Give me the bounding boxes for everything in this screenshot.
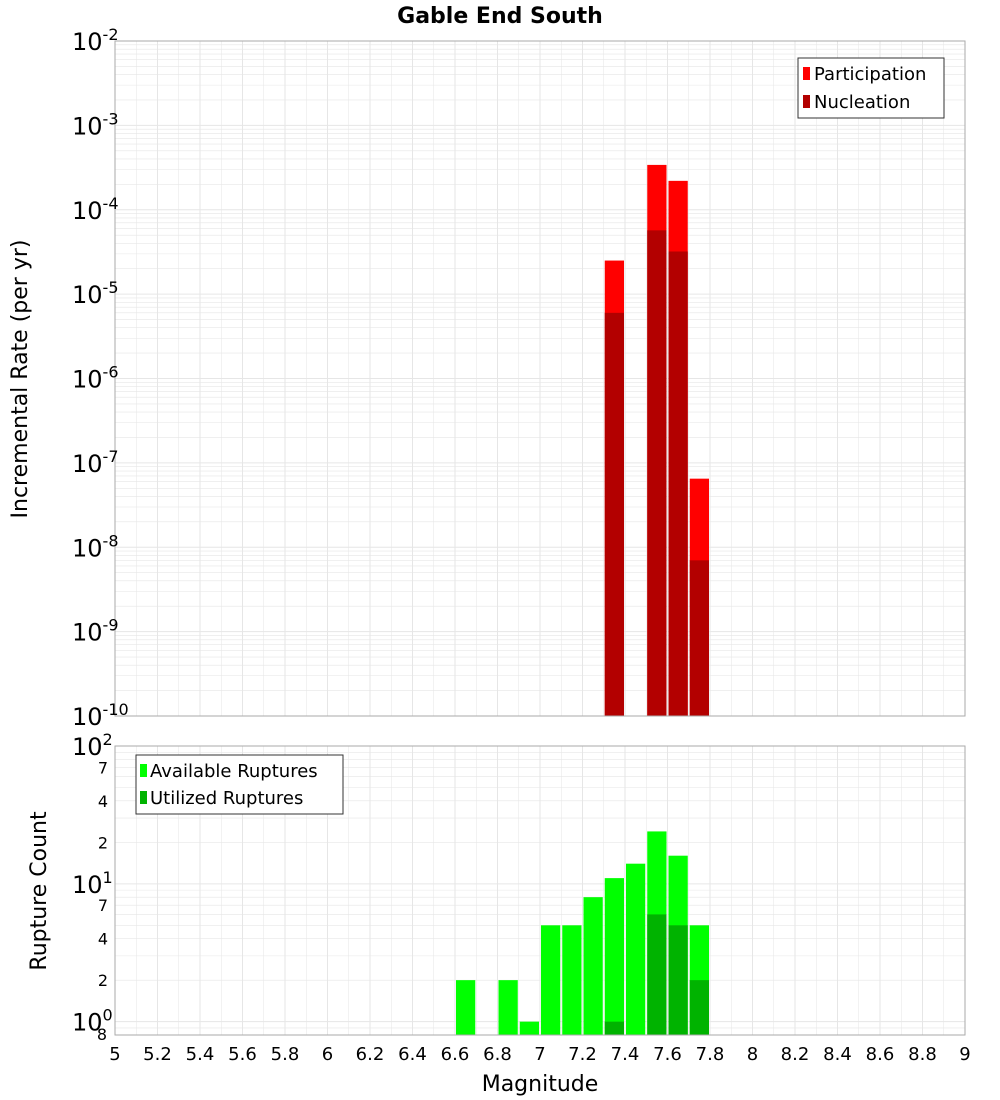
magnitude-x-axis-ticks: 5 5.2 5.4 5.6 5.8 6 6.2 6.4 6.6 6.8 7 7.2 7.4 7.6 7.8 8… — [109, 1044, 970, 1065]
magnitude-tick-label: 6 — [322, 1044, 333, 1065]
count-y-minor-label: 8 — [97, 1025, 107, 1044]
magnitude-tick-label: 6.8 — [483, 1044, 512, 1065]
available-ruptures-bar — [626, 863, 646, 1035]
magnitude-tick-label: 7.2 — [568, 1044, 597, 1065]
count-y-minor-label: 4 — [98, 930, 108, 949]
available-ruptures-bar — [562, 925, 582, 1035]
magnitude-tick-label: 6.4 — [398, 1044, 427, 1065]
nucleation-bar — [647, 230, 667, 716]
count-legend: Available Ruptures Utilized Ruptures — [135, 754, 344, 815]
chart-title: Gable End South — [397, 4, 603, 29]
rate-y-tick-label: 10-9 — [72, 616, 119, 647]
rate-y-axis-title: Incremental Rate (per yr) — [8, 240, 33, 519]
magnitude-tick-label: 5 — [109, 1044, 120, 1065]
available-ruptures-bar — [498, 980, 518, 1035]
magnitude-tick-label: 5.8 — [271, 1044, 300, 1065]
utilized-ruptures-bar — [604, 1021, 624, 1035]
count-y-minor-label: 7 — [98, 758, 108, 777]
rate-y-tick-label: 10-3 — [72, 109, 119, 140]
magnitude-tick-label: 8.2 — [781, 1044, 810, 1065]
count-bars — [456, 831, 709, 1035]
utilized-ruptures-bar — [647, 914, 667, 1035]
rate-y-tick-label: 10-5 — [72, 278, 119, 309]
magnitude-tick-label: 7.6 — [653, 1044, 682, 1065]
rate-y-tick-label: 10-4 — [72, 194, 119, 225]
nucleation-legend-swatch — [803, 95, 810, 108]
rate-y-tick-label: 10-8 — [72, 531, 119, 562]
count-y-axis-title: Rupture Count — [27, 811, 52, 971]
rate-bars — [604, 164, 709, 716]
available-ruptures-bar — [519, 1021, 539, 1035]
magnitude-tick-label: 7.4 — [611, 1044, 640, 1065]
rate-y-tick-label: 10-2 — [72, 25, 119, 56]
rate-y-axis-ticks: 10-10 10-9 10-8 10-7 10-6 10-5 10-4 10-3 10-2 — [72, 25, 129, 731]
nucleation-bar — [604, 312, 624, 716]
magnitude-tick-label: 9 — [959, 1044, 970, 1065]
magnitude-tick-label: 8.6 — [866, 1044, 895, 1065]
magnitude-tick-label: 5.6 — [228, 1044, 257, 1065]
count-y-decade-label: 101 — [72, 868, 113, 899]
count-y-axis-ticks: 100 101 102 8 2 4 7 2 4 7 — [72, 730, 113, 1044]
rate-gridlines — [114, 41, 966, 717]
count-plot-frame — [114, 745, 966, 1036]
magnitude-tick-label: 8.8 — [908, 1044, 937, 1065]
count-y-minor-label: 2 — [98, 971, 108, 990]
magnitude-tick-label: 5.4 — [186, 1044, 215, 1065]
rate-y-tick-label: 10-7 — [72, 447, 119, 478]
count-y-minor-label: 7 — [98, 896, 108, 915]
count-y-minor-label: 4 — [98, 792, 108, 811]
utilized-legend-swatch — [140, 791, 147, 804]
available-legend-label: Available Ruptures — [150, 761, 318, 782]
utilized-ruptures-bar — [689, 980, 709, 1035]
magnitude-tick-label: 8 — [747, 1044, 758, 1065]
available-ruptures-bar — [456, 980, 476, 1035]
count-y-decade-label: 100 — [72, 1006, 113, 1037]
available-ruptures-bar — [541, 925, 561, 1035]
available-ruptures-bar — [583, 897, 603, 1035]
rate-legend-box — [797, 57, 945, 119]
rate-y-tick-label: 10-10 — [72, 700, 129, 731]
rate-legend: Participation Nucleation — [797, 57, 945, 119]
participation-legend-label: Participation — [814, 64, 926, 85]
magnitude-tick-label: 5.2 — [143, 1044, 172, 1065]
nucleation-bar — [668, 251, 688, 716]
utilized-ruptures-bar — [668, 925, 688, 1035]
utilized-legend-label: Utilized Ruptures — [150, 788, 303, 809]
magnitude-tick-label: 7.8 — [696, 1044, 725, 1065]
rate-plot-frame — [114, 40, 966, 717]
magnitude-tick-label: 6.6 — [441, 1044, 470, 1065]
count-y-minor-label: 2 — [98, 833, 108, 852]
rate-y-tick-label: 10-6 — [72, 363, 119, 394]
count-panel: 100 101 102 8 2 4 7 2 4 7 5 5.2 5.4 5.6 5.8 6 6.2 6.4 6.6… — [27, 730, 971, 1097]
magnitude-tick-label: 7 — [534, 1044, 545, 1065]
nucleation-bar — [689, 560, 709, 716]
count-y-decade-label: 102 — [72, 730, 113, 761]
available-legend-swatch — [140, 764, 147, 777]
nucleation-legend-label: Nucleation — [814, 92, 910, 113]
participation-legend-swatch — [803, 67, 810, 80]
magnitude-tick-label: 6.2 — [356, 1044, 385, 1065]
magnitude-tick-label: 8.4 — [823, 1044, 852, 1065]
available-ruptures-bar — [604, 878, 624, 1035]
count-legend-box — [135, 754, 344, 815]
rate-panel: 10-10 10-9 10-8 10-7 10-6 10-5 10-4 10-3 10-2 In… — [8, 25, 966, 731]
x-axis-title: Magnitude — [482, 1072, 599, 1097]
